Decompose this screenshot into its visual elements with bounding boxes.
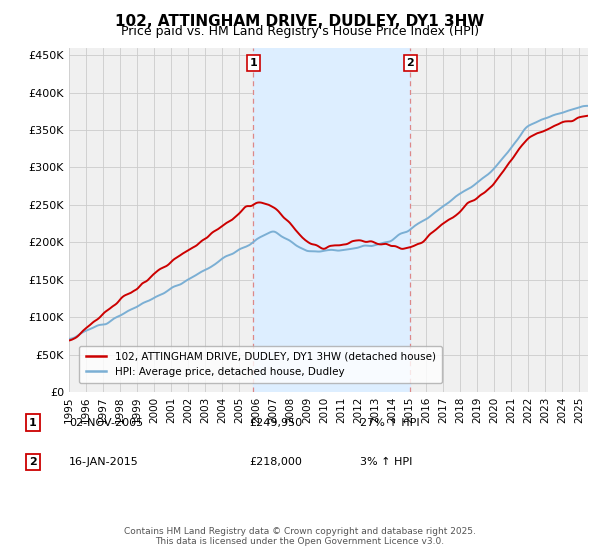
Legend: 102, ATTINGHAM DRIVE, DUDLEY, DY1 3HW (detached house), HPI: Average price, deta: 102, ATTINGHAM DRIVE, DUDLEY, DY1 3HW (d…: [79, 346, 442, 384]
Text: Contains HM Land Registry data © Crown copyright and database right 2025.
This d: Contains HM Land Registry data © Crown c…: [124, 526, 476, 546]
Text: £218,000: £218,000: [249, 457, 302, 467]
Text: 3% ↑ HPI: 3% ↑ HPI: [360, 457, 412, 467]
Text: 2: 2: [29, 457, 37, 467]
Text: £249,950: £249,950: [249, 418, 302, 428]
Text: 27% ↑ HPI: 27% ↑ HPI: [360, 418, 419, 428]
Text: 16-JAN-2015: 16-JAN-2015: [69, 457, 139, 467]
Text: Price paid vs. HM Land Registry's House Price Index (HPI): Price paid vs. HM Land Registry's House …: [121, 25, 479, 38]
Bar: [253, 48, 410, 392]
Text: 02-NOV-2005: 02-NOV-2005: [69, 418, 143, 428]
Text: 2: 2: [406, 58, 414, 68]
Text: 102, ATTINGHAM DRIVE, DUDLEY, DY1 3HW: 102, ATTINGHAM DRIVE, DUDLEY, DY1 3HW: [115, 14, 485, 29]
Text: 1: 1: [250, 58, 257, 68]
Text: 1: 1: [29, 418, 37, 428]
